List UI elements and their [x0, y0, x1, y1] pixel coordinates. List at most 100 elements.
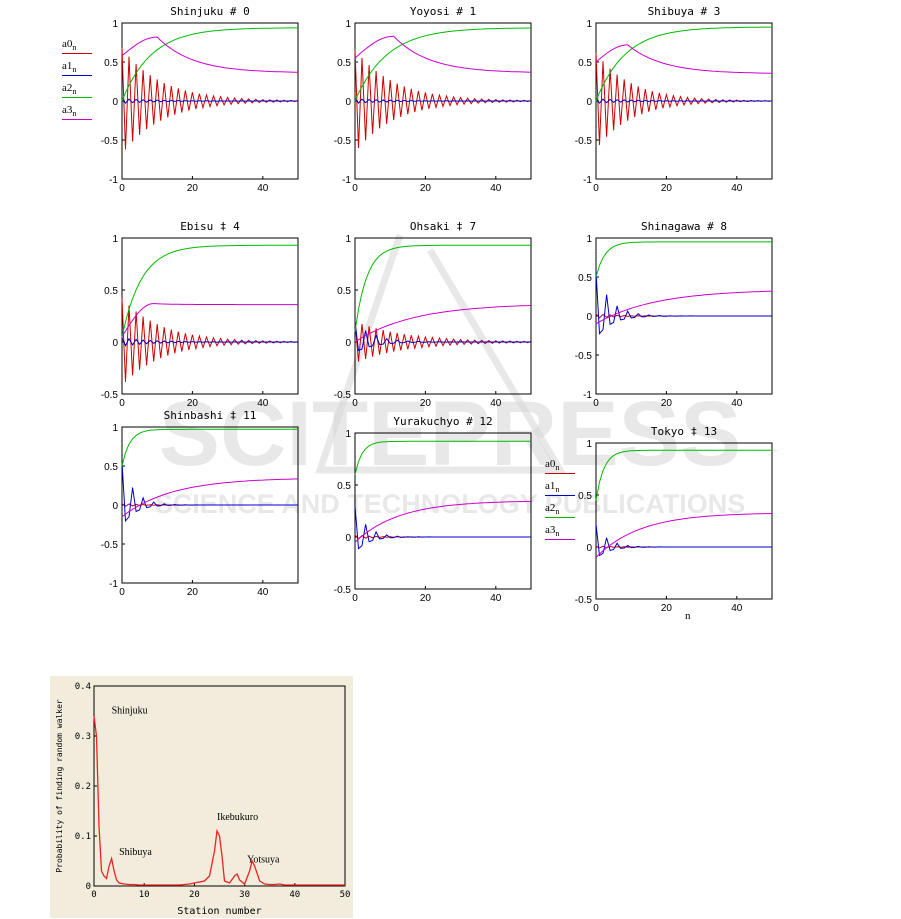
series-line-a3 [354, 35, 532, 73]
series-line-a3 [121, 36, 299, 73]
annotation-yotsuya: Yotsuya [247, 855, 280, 866]
x-tick-label: 20 [420, 398, 432, 409]
annotation-shibuya: Shibuya [119, 847, 152, 858]
panel-title: Shinbashi ‡ 11 [163, 409, 257, 422]
x-tick-label: 50 [340, 890, 351, 900]
y-tick-label: 1 [586, 439, 592, 450]
x-tick-label: 20 [187, 587, 199, 598]
x-tick-label: 20 [661, 398, 673, 409]
legend-label: a2n [545, 502, 560, 517]
y-tick-label: -1 [109, 579, 118, 590]
x-tick-label: 40 [257, 183, 269, 194]
x-tick-label: 20 [420, 593, 432, 604]
y-tick-label: 0 [345, 533, 351, 544]
series-line-a3 [595, 513, 773, 558]
panel-title: Shinagawa # 8 [640, 220, 728, 233]
y-tick-label: 0.5 [578, 273, 592, 284]
y-tick-label: -0.5 [575, 595, 593, 606]
x-tick-label: 40 [257, 398, 269, 409]
x-tick-label: 0 [593, 183, 599, 194]
series-line-a1 [595, 524, 772, 557]
y-tick-label: 0 [112, 97, 118, 108]
x-tick-label: 40 [257, 587, 269, 598]
panel-title: Ohsaki ‡ 7 [409, 220, 477, 233]
legend-swatch [62, 97, 92, 98]
series-line-a2 [354, 27, 531, 102]
x-tick-label: 40 [490, 398, 502, 409]
x-tick-label: 0 [593, 603, 599, 614]
x-tick-label: 0 [593, 398, 599, 409]
x-tick-label: 40 [731, 183, 743, 194]
legend-label: a0n [62, 38, 77, 53]
y-tick-label: 1 [345, 19, 351, 30]
series-line-a2 [354, 244, 531, 332]
y-tick-label: 0 [112, 338, 118, 349]
legend-swatch [545, 517, 575, 518]
panel-plot: 10.50-0.5-10 20 40 [101, 423, 299, 598]
x-tick-label: 20 [187, 398, 199, 409]
x-tick-label: 40 [490, 183, 502, 194]
x-tick-label: 30 [239, 890, 250, 900]
x-tick-label: 20 [661, 603, 673, 614]
y-tick-label: 1 [345, 234, 351, 245]
y-tick-label: -0.5 [575, 136, 593, 147]
y-tick-label: -1 [342, 175, 351, 186]
x-tick-label: 0 [119, 183, 125, 194]
y-tick-label: 0.5 [104, 462, 118, 473]
series-line-a3 [354, 500, 531, 543]
series-line-a0 [121, 47, 299, 150]
y-tick-label: 0.5 [337, 286, 351, 297]
series-line-a3 [595, 44, 772, 74]
series-line-a3 [595, 290, 773, 325]
legend-swatch [545, 473, 575, 474]
x-tick-label: 0 [119, 398, 125, 409]
y-tick-label: 0 [345, 97, 351, 108]
series-line-a1 [121, 337, 298, 347]
y-tick-label: 1 [586, 19, 592, 30]
legend-label: a1n [545, 480, 560, 495]
probability-line [93, 715, 345, 886]
panel-plot: 10.50-0.50 20 40 [101, 234, 299, 409]
y-tick-label: 0 [586, 97, 592, 108]
x-tick-label: 40 [490, 593, 502, 604]
series-line-a2 [121, 428, 298, 467]
series-line-a1 [354, 505, 531, 550]
series-line-a1 [354, 98, 531, 104]
y-tick-label: 0 [86, 882, 91, 892]
y-tick-label: 1 [112, 234, 118, 245]
y-tick-label: -0.5 [334, 390, 352, 401]
legend-label: a3n [545, 524, 560, 539]
x-tick-label: 0 [352, 183, 358, 194]
panel-plot: 10.50-0.5-10 20 40 [575, 19, 773, 194]
y-tick-label: 0 [586, 543, 592, 554]
panel-plot: 10.50-0.5-10 20 40 [575, 234, 773, 409]
panel-title: Ebisu ‡ 4 [180, 220, 240, 233]
panel-title: Yurakuchyo # 12 [393, 415, 493, 428]
panel-plot: 10.50-0.5-10 20 40 [334, 19, 532, 194]
y-tick-label: -1 [583, 175, 592, 186]
y-tick-label: 0.1 [75, 832, 91, 842]
series-line-a2 [595, 449, 772, 501]
x-tick-label: 0 [352, 398, 358, 409]
y-tick-label: 1 [345, 429, 351, 440]
series-line-a1 [121, 98, 298, 104]
y-tick-label: -0.5 [334, 136, 352, 147]
panel-title: Yoyosi # 1 [409, 5, 477, 18]
y-tick-label: -0.5 [575, 351, 593, 362]
n-axis-label: n [685, 610, 691, 622]
y-axis-label: Probability of finding random walker [55, 699, 64, 873]
series-line-a3 [121, 478, 299, 518]
legend-label: a2n [62, 82, 77, 97]
panel-plot: 10.50-0.50 20 40 [334, 234, 532, 409]
panel-title: Shinjuku # 0 [170, 5, 250, 18]
series-line-a0 [354, 321, 532, 362]
y-tick-label: 0.5 [337, 481, 351, 492]
x-tick-label: 0 [91, 890, 96, 900]
x-tick-label: 40 [289, 890, 300, 900]
plot-frame [595, 442, 773, 600]
x-tick-label: 0 [352, 593, 358, 604]
y-tick-label: -0.5 [101, 540, 119, 551]
y-tick-label: 1 [586, 234, 592, 245]
plot-frame [354, 432, 532, 590]
series-line-a2 [595, 26, 772, 102]
